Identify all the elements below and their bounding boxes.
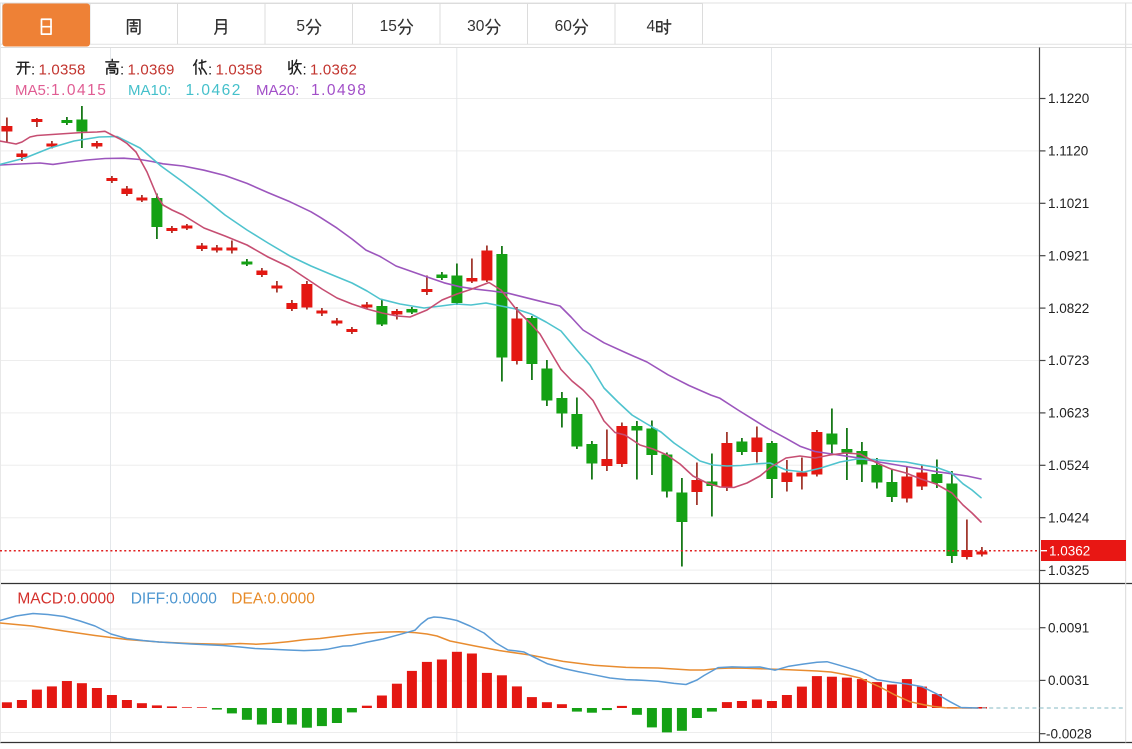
- svg-text:30: 30: [467, 18, 485, 35]
- svg-text:0.0091: 0.0091: [1048, 620, 1089, 635]
- svg-text:MA5:: MA5:: [15, 82, 50, 99]
- svg-text:5: 5: [296, 18, 305, 35]
- svg-text:1.0424: 1.0424: [1048, 510, 1090, 525]
- svg-text:4: 4: [647, 18, 656, 35]
- svg-text:1.0723: 1.0723: [1048, 353, 1089, 368]
- svg-text:MACD:0.0000: MACD:0.0000: [17, 591, 115, 608]
- svg-text::: :: [208, 61, 212, 78]
- svg-text:MA10:: MA10:: [128, 82, 171, 99]
- svg-text:1.0623: 1.0623: [1048, 406, 1089, 421]
- svg-text:1.0415: 1.0415: [51, 82, 107, 99]
- svg-text:-0.0028: -0.0028: [1046, 726, 1092, 741]
- svg-text:1.1021: 1.1021: [1048, 196, 1089, 211]
- svg-text:15: 15: [380, 18, 397, 35]
- svg-text:MA20:: MA20:: [256, 82, 299, 99]
- svg-text:1.0362: 1.0362: [1049, 544, 1090, 559]
- svg-text:1.0358: 1.0358: [39, 61, 86, 78]
- svg-text:1.1220: 1.1220: [1048, 91, 1089, 106]
- svg-text:1.0524: 1.0524: [1048, 458, 1090, 473]
- svg-text::: :: [120, 61, 124, 78]
- svg-text:1.1120: 1.1120: [1048, 144, 1088, 159]
- svg-text::: :: [303, 61, 307, 78]
- svg-text:1.0498: 1.0498: [311, 82, 367, 99]
- svg-text:DIFF:0.0000: DIFF:0.0000: [131, 591, 218, 608]
- svg-text:1.0921: 1.0921: [1048, 248, 1089, 263]
- svg-text:1.0325: 1.0325: [1048, 563, 1089, 578]
- svg-text:1.0822: 1.0822: [1048, 301, 1089, 316]
- svg-text:0.0031: 0.0031: [1048, 673, 1089, 688]
- svg-text::: :: [31, 61, 35, 78]
- svg-text:1.0358: 1.0358: [216, 61, 263, 78]
- svg-text:DEA:0.0000: DEA:0.0000: [231, 591, 315, 608]
- svg-text:1.0362: 1.0362: [310, 61, 357, 78]
- svg-text:1.0462: 1.0462: [186, 82, 242, 99]
- svg-text:60: 60: [555, 18, 573, 35]
- svg-text:1.0369: 1.0369: [128, 61, 175, 78]
